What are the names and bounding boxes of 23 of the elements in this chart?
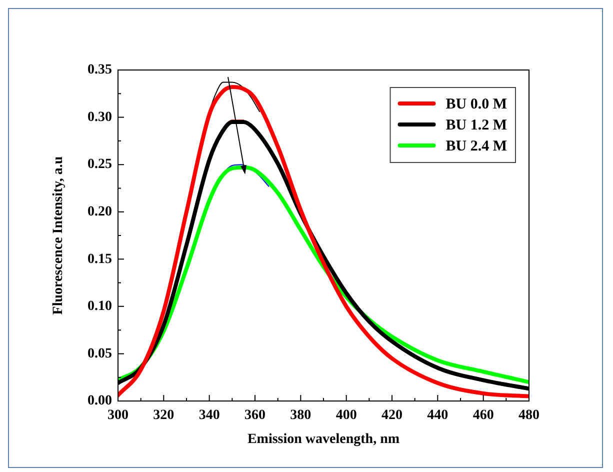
x-tick-label: 380	[290, 408, 312, 424]
legend-label: BU 1.2 M	[446, 117, 508, 134]
y-tick-label: 0.30	[88, 110, 112, 125]
x-tick-label: 420	[382, 408, 402, 424]
x-axis-title: Emission wavelength, nm	[247, 432, 400, 448]
x-tick-label: 440	[427, 408, 448, 424]
y-tick-label: 0.25	[88, 157, 112, 172]
x-tick-label: 340	[198, 408, 220, 424]
y-tick-label: 0.20	[88, 204, 112, 220]
y-tick-label: 0.35	[88, 62, 112, 78]
x-tick-label: 300	[108, 408, 128, 424]
x-tick-label: 480	[518, 408, 540, 424]
x-tick-label: 460	[472, 408, 494, 424]
y-tick-label: 0.00	[88, 394, 112, 409]
y-tick-label: 0.15	[88, 252, 112, 267]
x-tick-label: 360	[244, 408, 266, 424]
y-tick-label: 0.10	[88, 299, 112, 314]
x-tick-label: 320	[153, 408, 174, 424]
y-tick-label: 0.05	[88, 346, 112, 362]
legend-label: BU 2.4 M	[446, 138, 508, 154]
x-tick-label: 400	[336, 408, 357, 424]
y-axis-title: Fluorescence Intensity, a.u	[51, 156, 66, 315]
legend-label: BU 0.0 M	[446, 96, 508, 112]
